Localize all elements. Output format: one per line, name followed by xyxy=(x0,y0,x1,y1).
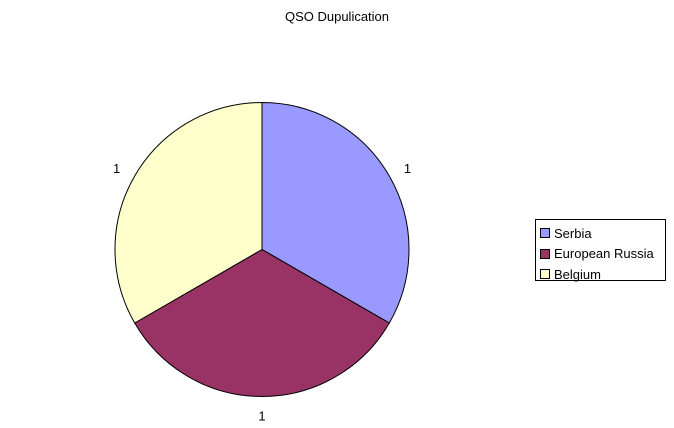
legend-item-european-russia: European Russia xyxy=(540,244,665,265)
data-label-belgium: 1 xyxy=(113,161,120,176)
legend-label-belgium: Belgium xyxy=(554,266,601,282)
legend-item-serbia: Serbia xyxy=(540,223,665,244)
legend-label-serbia: Serbia xyxy=(554,225,592,241)
pie-slice-european-russia xyxy=(134,248,390,397)
legend-swatch-belgium xyxy=(540,269,550,280)
legend-swatch-european-russia xyxy=(540,248,550,259)
legend-swatch-serbia xyxy=(540,228,550,239)
legend-item-belgium: Belgium xyxy=(540,264,665,285)
legend-label-european-russia: European Russia xyxy=(554,246,654,262)
chart-title: QSO Dupulication xyxy=(284,9,390,24)
data-label-european-russia: 1 xyxy=(258,409,265,424)
pie-slice-belgium xyxy=(114,101,263,324)
legend: Serbia European Russia Belgium xyxy=(535,219,666,282)
pie-slice-serbia xyxy=(261,101,410,324)
data-label-serbia: 1 xyxy=(404,161,411,176)
